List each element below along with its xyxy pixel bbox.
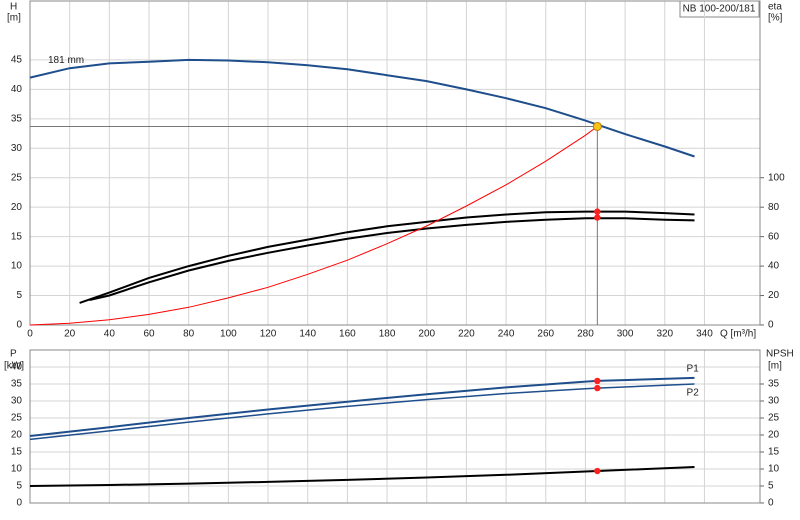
x-tick-label: 60 [143, 329, 155, 340]
x-tick-label: 280 [577, 329, 594, 340]
y2-tick-label: 40 [768, 261, 780, 272]
curve [29, 376, 695, 437]
x-tick-label: 260 [537, 329, 554, 340]
y-tick-label: 35 [11, 379, 23, 390]
y2-tick-label: 0 [768, 320, 774, 331]
x-tick-label: 200 [418, 329, 435, 340]
plot-frame [29, 349, 761, 504]
chart-title: NB 100-200/181 [683, 4, 756, 15]
x-tick-label: 220 [458, 329, 475, 340]
plot-frame [29, 0, 761, 326]
y2-tick-label: 10 [768, 464, 780, 475]
x-tick-label: 180 [379, 329, 396, 340]
y2-tick-label: 0 [768, 498, 774, 509]
y-tick-label: 15 [11, 447, 23, 458]
curve [29, 466, 695, 487]
y-tick-label: 0 [16, 320, 22, 331]
curve-label: P1 [687, 364, 700, 375]
y2-label: NPSH [766, 349, 794, 360]
y2-tick-label: 25 [768, 413, 780, 424]
y-tick-label: 40 [11, 84, 23, 95]
y2-tick-label: 30 [768, 396, 780, 407]
y2-tick-label: 15 [768, 447, 780, 458]
y2-unit: [m] [768, 361, 782, 372]
y2-label: eta [768, 2, 782, 13]
y-tick-label: 10 [11, 261, 23, 272]
y-tick-label: 25 [11, 413, 23, 424]
y-tick-label: 20 [11, 202, 23, 213]
y-tick-label: 10 [11, 464, 23, 475]
curve [29, 58, 695, 158]
y-label: P [10, 349, 17, 360]
y2-tick-label: 60 [768, 231, 780, 242]
y-tick-label: 30 [11, 396, 23, 407]
y-tick-label: 5 [16, 290, 22, 301]
y-unit: [kW] [4, 361, 24, 372]
y-tick-label: 45 [11, 55, 23, 66]
y-label: H [10, 2, 17, 13]
duty-point [594, 208, 601, 215]
y2-tick-label: 100 [768, 172, 785, 183]
curve [89, 217, 695, 301]
duty-point [594, 467, 601, 475]
duty-point [594, 214, 601, 221]
y-tick-label: 15 [11, 231, 23, 242]
curve [29, 383, 695, 441]
x-tick-label: 100 [220, 329, 237, 340]
y2-tick-label: 20 [768, 290, 780, 301]
duty-point [594, 384, 601, 392]
x-tick-label: 140 [299, 329, 316, 340]
y-tick-label: 25 [11, 172, 23, 183]
y-tick-label: 20 [11, 430, 23, 441]
curve-label: 181 mm [48, 55, 84, 66]
y-tick-label: 0 [16, 498, 22, 509]
x-tick-label: 340 [696, 329, 713, 340]
x-tick-label: 320 [656, 329, 673, 340]
y2-tick-label: 35 [768, 379, 780, 390]
y-tick-label: 35 [11, 113, 23, 124]
x-tick-label: 40 [104, 329, 116, 340]
y-tick-label: 40 [11, 362, 23, 373]
duty-point [594, 377, 601, 385]
x-tick-label: 0 [27, 329, 33, 340]
y2-tick-label: 80 [768, 202, 780, 213]
y-unit: [m] [7, 13, 21, 24]
curve-label: P2 [687, 388, 700, 399]
y2-tick-label: 5 [768, 481, 774, 492]
x-tick-label: 240 [498, 329, 515, 340]
x-tick-label: 20 [64, 329, 76, 340]
x-label: Q [m³/h] [720, 329, 756, 340]
x-tick-label: 160 [339, 329, 356, 340]
y-tick-label: 5 [16, 481, 22, 492]
y-tick-label: 30 [11, 143, 23, 154]
operating-point [592, 121, 602, 131]
x-tick-label: 300 [617, 329, 634, 340]
y2-unit: [%] [768, 13, 783, 24]
y2-tick-label: 20 [768, 430, 780, 441]
x-tick-label: 120 [260, 329, 277, 340]
curve [29, 126, 598, 326]
x-tick-label: 80 [183, 329, 195, 340]
